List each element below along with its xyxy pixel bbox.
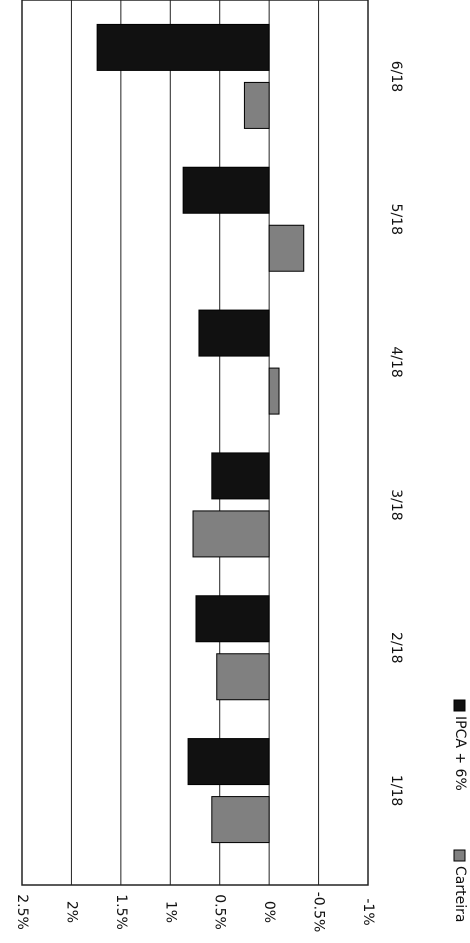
- bar: [182, 166, 270, 214]
- y-tick-label: -0.5%: [311, 892, 327, 933]
- bar: [268, 367, 280, 415]
- x-tick-label: 6/18: [388, 61, 404, 92]
- y-tick-label: 1%: [162, 901, 178, 923]
- x-tick-label: 4/18: [388, 346, 404, 377]
- x-tick-label: 2/18: [388, 632, 404, 663]
- legend-label: IPCA + 6%: [452, 716, 468, 791]
- y-tick-label: 2.5%: [14, 894, 30, 930]
- bar: [268, 224, 305, 272]
- x-tick-label: 3/18: [388, 489, 404, 520]
- y-tick-label: 0.5%: [212, 894, 228, 930]
- y-tick-label: -1%: [360, 898, 376, 925]
- x-tick-label: 5/18: [388, 204, 404, 235]
- y-tick-label: 0%: [261, 901, 277, 923]
- bar: [211, 796, 270, 844]
- bar: [187, 738, 270, 786]
- bar: [211, 452, 270, 500]
- legend-swatch: [453, 699, 466, 712]
- bar: [198, 309, 270, 357]
- legend-swatch: [453, 849, 466, 862]
- bar: [192, 510, 270, 558]
- bar: [216, 653, 270, 701]
- legend-label: Carteira: [452, 866, 468, 922]
- bar: [243, 81, 270, 129]
- y-tick-label: 2%: [63, 901, 79, 923]
- x-tick-label: 1/18: [388, 775, 404, 806]
- y-tick-label: 1.5%: [113, 894, 129, 930]
- bar: [195, 595, 270, 643]
- bar: [96, 23, 270, 71]
